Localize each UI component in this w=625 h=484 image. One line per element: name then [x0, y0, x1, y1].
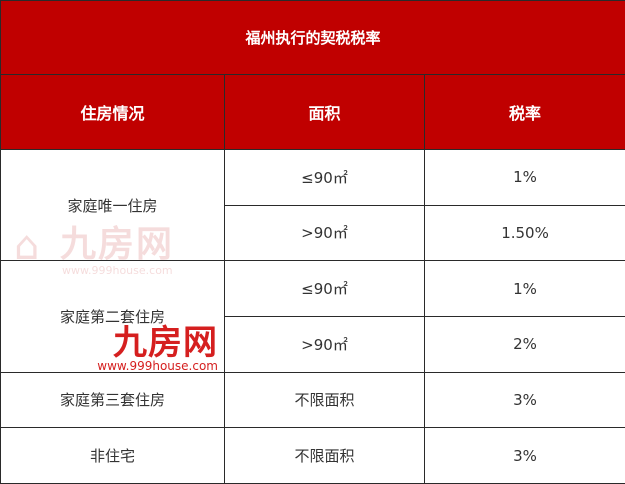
area-cell: ≤90㎡ [224, 148, 425, 206]
situation-cell: 家庭第三套住房 [0, 371, 225, 429]
rate-cell: 2% [423, 315, 625, 373]
situation-cell: 非住宅 [0, 427, 225, 484]
rate-cell: 1% [423, 260, 625, 317]
situation-cell: 家庭第二套住房 [0, 260, 225, 373]
table-title: 福州执行的契税税率 [0, 0, 625, 75]
table-row: 家庭第二套住房 ≤90㎡ 1% [0, 260, 625, 373]
area-cell: ≤90㎡ [224, 260, 425, 317]
rate-cell: 3% [423, 371, 625, 429]
area-cell: 不限面积 [224, 371, 425, 429]
table-row: 非住宅 不限面积 3% [0, 427, 625, 484]
table-row: 家庭唯一住房 ≤90㎡ 1% [0, 148, 625, 262]
area-cell: 不限面积 [224, 427, 425, 484]
rate-cell: 1% [423, 148, 625, 206]
table-row: 家庭第三套住房 不限面积 3% [0, 371, 625, 429]
table-row: >90㎡ 1.50% [1, 204, 625, 262]
area-cell: >90㎡ [224, 315, 425, 373]
rate-cell: 1.50% [423, 204, 625, 262]
header-area: 面积 [224, 73, 425, 150]
rate-cell: 3% [423, 427, 625, 484]
header-rate: 税率 [423, 73, 625, 150]
header-situation: 住房情况 [0, 73, 225, 150]
table-row: >90㎡ 2% [1, 315, 625, 373]
situation-cell: 家庭唯一住房 [0, 148, 225, 262]
area-cell: >90㎡ [224, 204, 425, 262]
